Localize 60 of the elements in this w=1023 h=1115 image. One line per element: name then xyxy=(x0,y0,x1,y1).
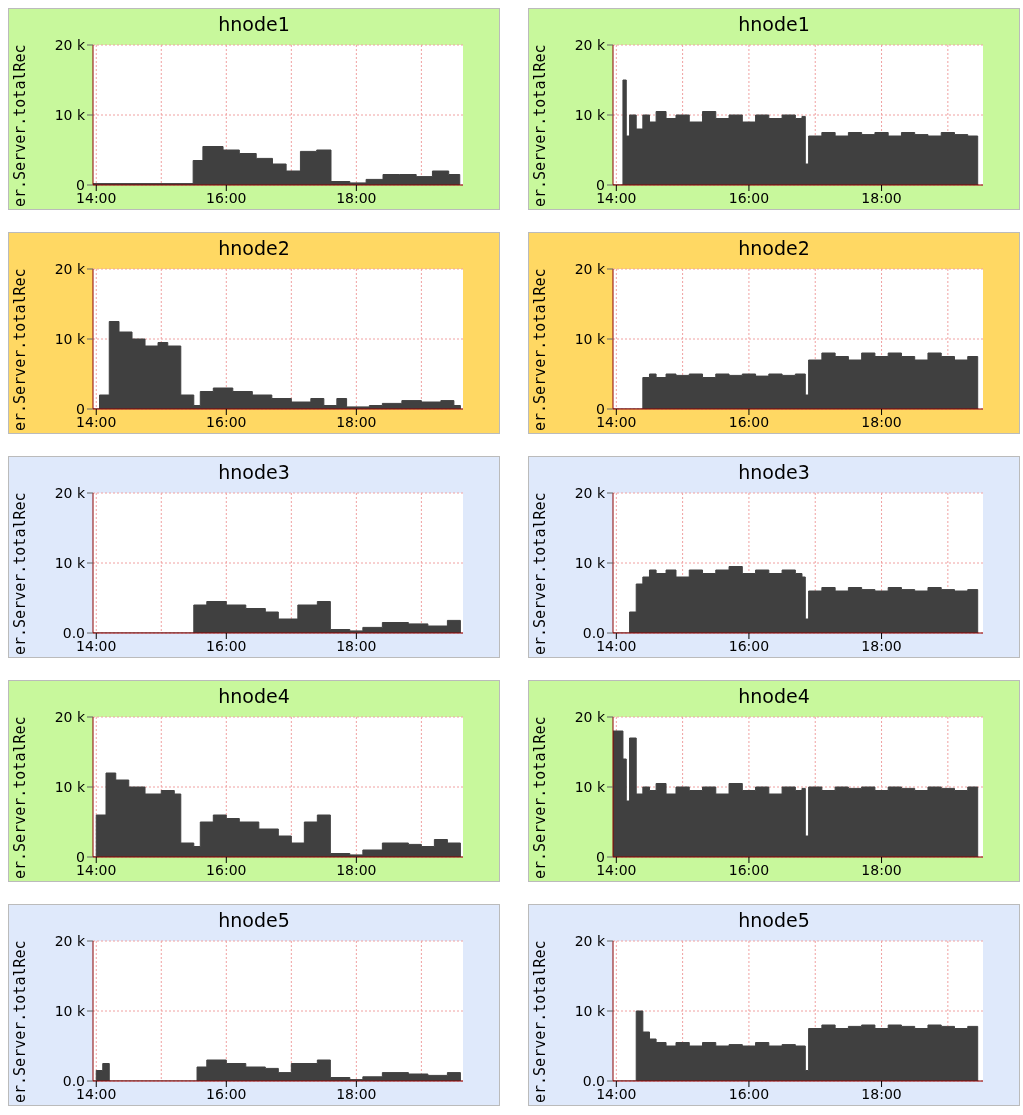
y-tick-label: 20 k xyxy=(574,260,606,277)
y-tick-label: 10 k xyxy=(54,106,86,123)
y-axis-title: er.Server.totalRec xyxy=(11,939,29,1103)
y-axis-title: er.Server.totalRec xyxy=(531,267,549,431)
x-tick-label: 18:00 xyxy=(861,1085,902,1102)
x-tick-label: 18:00 xyxy=(861,861,902,878)
chart-title: hnode5 xyxy=(217,908,291,933)
y-tick-label: 10 k xyxy=(574,330,606,347)
x-tick-label: 18:00 xyxy=(861,189,902,206)
x-tick-label: 18:00 xyxy=(861,413,902,430)
chart-title: hnode4 xyxy=(737,684,811,709)
y-tick-label: 20 k xyxy=(54,484,86,501)
y-tick-label: 20 k xyxy=(54,932,86,949)
chart-title: hnode3 xyxy=(737,460,811,485)
y-tick-label: 20 k xyxy=(574,484,606,501)
y-tick-label: 20 k xyxy=(54,36,86,53)
x-tick-label: 16:00 xyxy=(728,1085,770,1102)
y-axis-title: er.Server.totalRec xyxy=(11,43,29,207)
x-tick-label: 16:00 xyxy=(206,861,247,878)
y-tick-label: 10 k xyxy=(54,778,86,795)
x-tick-label: 16:00 xyxy=(728,861,770,878)
y-tick-label: 10 k xyxy=(54,1002,86,1019)
chart-title: hnode4 xyxy=(217,684,291,709)
x-tick-label: 16:00 xyxy=(206,189,247,206)
y-tick-label: 20 k xyxy=(574,708,606,725)
chart-title: hnode2 xyxy=(737,236,811,261)
y-axis-title: er.Server.totalRec xyxy=(11,491,29,655)
chart-title: hnode5 xyxy=(737,908,811,933)
y-tick-label: 10 k xyxy=(574,554,606,571)
y-axis-title: er.Server.totalRec xyxy=(531,715,549,879)
x-tick-label: 16:00 xyxy=(206,1085,247,1102)
y-tick-label: 10 k xyxy=(54,554,86,571)
x-tick-label: 16:00 xyxy=(206,637,247,654)
x-tick-label: 16:00 xyxy=(728,637,770,654)
y-tick-label: 10 k xyxy=(574,778,606,795)
x-tick-label: 16:00 xyxy=(728,189,770,206)
y-axis-title: er.Server.totalRec xyxy=(531,939,549,1103)
y-tick-label: 10 k xyxy=(54,330,86,347)
x-tick-label: 18:00 xyxy=(336,413,377,430)
y-tick-label: 20 k xyxy=(574,932,606,949)
y-tick-label: 20 k xyxy=(574,36,606,53)
x-tick-label: 18:00 xyxy=(336,1085,377,1102)
x-tick-label: 18:00 xyxy=(861,637,902,654)
y-axis-title: er.Server.totalRec xyxy=(531,491,549,655)
y-axis-title: er.Server.totalRec xyxy=(11,267,29,431)
x-tick-label: 16:00 xyxy=(728,413,770,430)
chart-title: hnode1 xyxy=(217,12,291,37)
y-tick-label: 20 k xyxy=(54,260,86,277)
x-tick-label: 18:00 xyxy=(336,189,377,206)
x-tick-label: 18:00 xyxy=(336,861,377,878)
x-tick-label: 18:00 xyxy=(336,637,377,654)
y-axis-title: er.Server.totalRec xyxy=(531,43,549,207)
y-tick-label: 10 k xyxy=(574,1002,606,1019)
x-tick-label: 16:00 xyxy=(206,413,247,430)
y-tick-label: 10 k xyxy=(574,106,606,123)
chart-title: hnode3 xyxy=(217,460,291,485)
y-tick-label: 20 k xyxy=(54,708,86,725)
chart-title: hnode2 xyxy=(217,236,291,261)
y-axis-title: er.Server.totalRec xyxy=(11,715,29,879)
chart-title: hnode1 xyxy=(737,12,811,37)
